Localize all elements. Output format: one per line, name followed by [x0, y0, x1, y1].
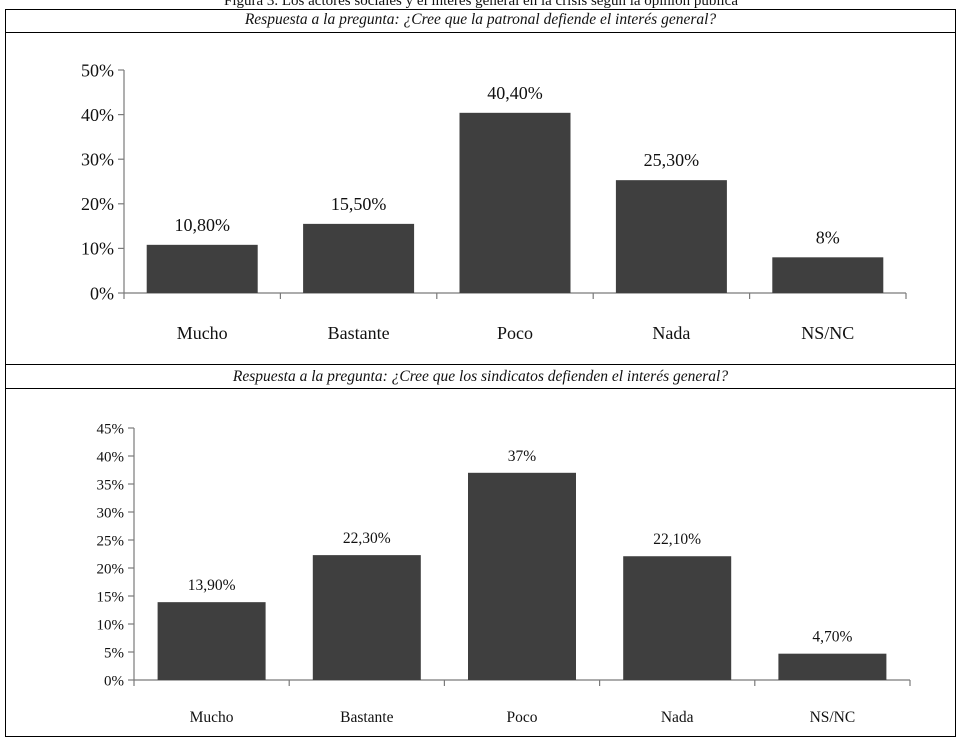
figure-title: Figura 3. Los actores sociales y el inte… [223, 0, 738, 9]
chart-2-data-label: 37% [508, 448, 537, 465]
chart-2-bar-nada [623, 556, 732, 680]
chart-1-bar-bastante [303, 223, 415, 293]
chart-2-category-label: NS/NC [810, 709, 856, 726]
chart-1-data-label: 25,30% [644, 150, 700, 170]
chart-1-y-tick-label: 10% [81, 239, 114, 259]
chart-1-category-label: Bastante [328, 323, 390, 343]
chart-2-bar-mucho [157, 602, 266, 680]
chart-2-bar-poco [468, 472, 576, 680]
chart-2-y-tick-label: 10% [97, 617, 125, 633]
chart-2-category-label: Nada [661, 709, 694, 726]
chart-1-bar-ns-nc [772, 257, 884, 293]
chart-2-category-label: Poco [507, 709, 538, 726]
chart-1-y-tick-label: 50% [81, 60, 114, 80]
chart-2-bar-bastante [312, 555, 421, 680]
chart-2-sindicatos: 0% 5% 10% 15% 20% 25% 30% 35% 40% 45% 13,90% Mucho 2… [97, 421, 911, 726]
chart-2-y-tick-label: 45% [97, 421, 125, 437]
chart-1-data-label: 40,40% [487, 83, 543, 103]
chart-2-y-tick-label: 25% [97, 533, 125, 549]
chart-2-category-label: Mucho [190, 709, 234, 726]
chart-2-y-tick-label: 15% [97, 589, 125, 605]
chart-1-caption: Respuesta a la pregunta: ¿Cree que la pa… [6, 10, 955, 33]
chart-2-y-tick-label: 0% [104, 673, 124, 689]
chart-1-bar-poco [459, 112, 571, 293]
chart-1-data-label: 8% [816, 227, 840, 247]
chart-2-y-tick-label: 30% [97, 505, 125, 521]
chart-1-category-label: NS/NC [801, 323, 854, 343]
chart-1-category-label: Nada [652, 323, 690, 343]
chart-2-y-tick-label: 20% [97, 561, 125, 577]
chart-2-data-label: 22,30% [343, 530, 391, 547]
chart-1-y-tick-label: 30% [81, 150, 114, 170]
chart-1-patronal: 0% 10% 20% 30% 40% 50% 10,80% Mucho 15,50% Bastan… [81, 60, 907, 343]
chart-1-data-label: 10,80% [174, 215, 230, 235]
chart-2-bar-ns-nc [778, 653, 887, 680]
chart-2-y-tick-label: 5% [104, 645, 124, 661]
chart-1-data-label: 15,50% [331, 194, 387, 214]
chart-2-caption: Respuesta a la pregunta: ¿Cree que los s… [6, 364, 955, 389]
chart-2-category-label: Bastante [340, 709, 393, 726]
figure-frame: Respuesta a la pregunta: ¿Cree que la pa… [5, 9, 956, 737]
chart-1-category-label: Mucho [177, 323, 228, 343]
chart-2-data-label: 13,90% [188, 577, 236, 594]
chart-1-y-tick-label: 40% [81, 105, 114, 125]
chart-1-bar-mucho [146, 244, 258, 293]
chart-1-y-tick-label: 20% [81, 194, 114, 214]
chart-2-data-label: 4,70% [812, 629, 852, 646]
chart-2-y-tick-label: 35% [97, 477, 125, 493]
chart-2-y-tick-label: 40% [97, 449, 125, 465]
chart-2-data-label: 22,10% [653, 531, 701, 548]
chart-1-y-tick-label: 0% [90, 283, 114, 303]
chart-1-category-label: Poco [497, 323, 533, 343]
chart-1-bar-nada [615, 180, 727, 293]
